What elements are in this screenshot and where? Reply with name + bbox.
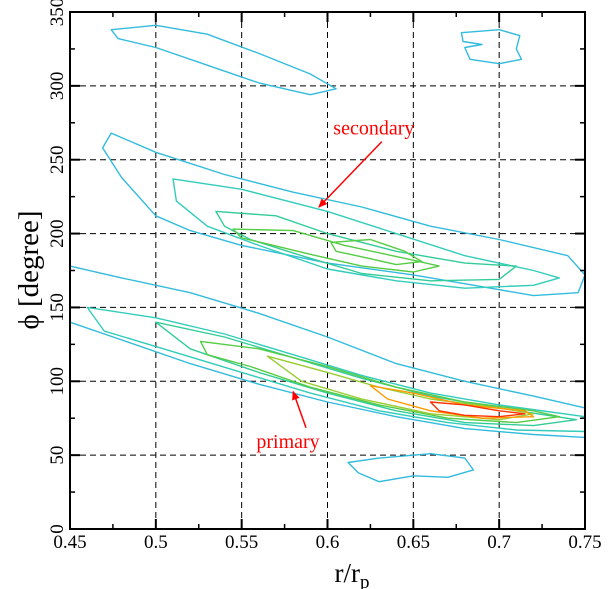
y-tick-label: 100 — [47, 367, 68, 396]
y-tick-label: 250 — [47, 145, 68, 174]
y-tick-label: 150 — [47, 293, 68, 322]
x-axis-title-subscript: p — [360, 572, 370, 589]
contour-line — [110, 24, 337, 96]
contour-line — [460, 29, 523, 65]
contour-line — [199, 340, 560, 424]
x-tick-label: 0.45 — [53, 532, 86, 553]
x-tick-label: 0.7 — [487, 532, 511, 553]
axis-ticks: 0.45 0.5 0.55 0.6 0.65 0.7 0.75 0 50 100 150 200 250… — [47, 0, 602, 553]
annotation-label: primary — [256, 431, 319, 453]
annotation-arrow — [318, 141, 383, 208]
x-axis-title: r/rp — [335, 558, 370, 589]
annotation-label: secondary — [333, 118, 414, 140]
x-tick-label: 0.65 — [397, 532, 430, 553]
x-tick-label: 0.5 — [144, 532, 168, 553]
y-tick-label: 0 — [47, 524, 68, 534]
contour-line — [266, 355, 535, 421]
contour-line — [330, 238, 423, 266]
contour-line — [172, 178, 560, 289]
contour-line — [347, 453, 475, 483]
annotation-arrow — [292, 390, 307, 429]
y-tick-label: 50 — [47, 446, 68, 465]
grid — [70, 11, 585, 529]
y-tick-label: 300 — [47, 72, 68, 101]
y-axis-title: ϕ [degree] — [13, 210, 45, 329]
contour-line — [232, 228, 440, 273]
contour-line — [369, 385, 535, 419]
contour-line — [429, 401, 526, 418]
y-tick-label: 200 — [47, 219, 68, 248]
x-tick-label: 0.75 — [568, 532, 601, 553]
plot-frame — [69, 11, 586, 530]
annotations: secondary primary — [256, 118, 414, 453]
y-tick-label: 350 — [47, 0, 68, 26]
plot-border — [69, 11, 586, 530]
x-tick-label: 0.55 — [225, 532, 258, 553]
x-tick-label: 0.6 — [316, 532, 340, 553]
contour-line — [101, 132, 586, 297]
